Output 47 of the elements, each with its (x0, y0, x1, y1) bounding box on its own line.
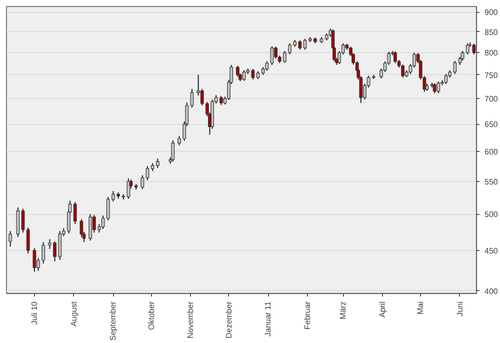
y-tick-label: 500 (484, 210, 498, 220)
candlestick (106, 196, 110, 221)
y-tick-label: 700 (484, 94, 498, 104)
candlestick (146, 166, 150, 181)
x-tick-label: Mai (416, 301, 426, 314)
candlestick (16, 206, 20, 238)
candlestick (32, 248, 36, 272)
candlestick (73, 202, 77, 224)
candlestick (101, 215, 105, 230)
candlestick (436, 80, 440, 94)
candlestick (466, 42, 470, 55)
y-tick-label: 550 (484, 177, 498, 186)
candlestick (270, 46, 274, 66)
candlestick (303, 38, 307, 50)
x-tick-label: Juni (455, 301, 464, 316)
candlestick (401, 64, 405, 78)
x-tick-label: Dezember (224, 301, 234, 338)
candlestick (171, 140, 175, 162)
x-tick-label: Oktober (146, 301, 156, 330)
candlestick (8, 230, 12, 248)
candlestick (242, 70, 246, 82)
y-tick-label: 650 (484, 120, 498, 130)
candlestick (453, 60, 457, 74)
y-tick-label: 850 (484, 28, 498, 37)
candlestick (265, 60, 269, 72)
candlestick (88, 214, 92, 242)
x-tick-label: Februar (303, 301, 312, 330)
x-tick-label: April (378, 301, 387, 318)
candlestick (472, 43, 476, 55)
x-tick-label: Januar 11 (264, 300, 273, 336)
y-tick-label: 750 (484, 70, 498, 80)
y-tick-label: 450 (484, 246, 498, 256)
y-tick-label: 600 (484, 148, 498, 157)
candlestick (236, 65, 240, 78)
y-tick-label: 900 (484, 8, 498, 18)
x-tick-label: März (338, 301, 348, 320)
x-tick-label: August (69, 300, 78, 326)
y-tick-label: 800 (484, 48, 498, 58)
x-tick-label: November (186, 301, 196, 338)
candlestick (42, 242, 46, 264)
candlestick (26, 227, 30, 254)
x-tick-label: September (108, 301, 118, 341)
candlestick (394, 50, 397, 64)
y-tick-label: 400 (484, 286, 498, 296)
candlestick (140, 174, 144, 190)
candlestick (274, 46, 278, 60)
x-tick-label: Juli 10 (30, 300, 39, 325)
